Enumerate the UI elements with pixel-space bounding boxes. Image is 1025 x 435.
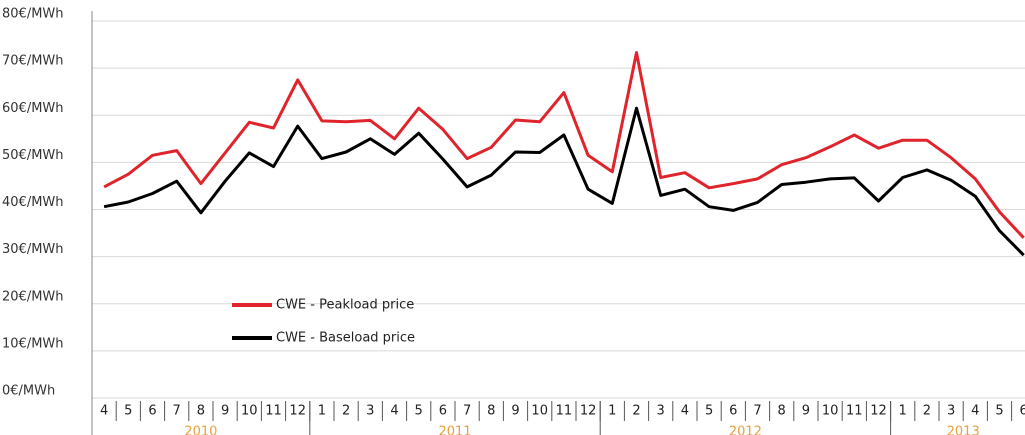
x-tick-label: 6 [148, 404, 156, 419]
x-tick-label: 2 [342, 404, 350, 419]
year-label: 2010 [184, 425, 217, 435]
year-label: 2011 [438, 425, 471, 435]
x-tick-label: 2 [923, 404, 931, 419]
x-tick-label: 6 [439, 404, 447, 419]
x-tick-label: 11 [556, 404, 573, 419]
x-tick-label: 4 [100, 404, 108, 419]
x-tick-label: 11 [265, 404, 282, 419]
x-tick-label: 3 [657, 404, 665, 419]
x-tick-label: 8 [197, 404, 205, 419]
y-tick-label: 30€/MWh [2, 242, 64, 257]
x-tick-label: 4 [390, 404, 398, 419]
x-tick-label: 11 [846, 404, 863, 419]
x-tick-label: 9 [221, 404, 229, 419]
x-tick-label: 1 [899, 404, 907, 419]
x-tick-label: 10 [241, 404, 258, 419]
y-tick-label: 60€/MWh [2, 101, 64, 116]
x-tick-label: 7 [753, 404, 761, 419]
year-label: 2013 [947, 425, 980, 435]
x-tick-label: 8 [487, 404, 495, 419]
x-tick-label: 12 [580, 404, 597, 419]
legend-label: CWE - Peakload price [276, 298, 414, 313]
x-tick-label: 2 [632, 404, 640, 419]
x-tick-label: 7 [173, 404, 181, 419]
y-tick-label: 10€/MWh [2, 336, 64, 351]
x-tick-label: 1 [318, 404, 326, 419]
year-label: 2012 [729, 425, 762, 435]
x-tick-label: 8 [778, 404, 786, 419]
x-tick-label: 12 [870, 404, 887, 419]
x-tick-label: 3 [366, 404, 374, 419]
y-tick-label: 80€/MWh [2, 7, 64, 22]
x-tick-label: 12 [289, 404, 306, 419]
x-tick-label: 5 [124, 404, 132, 419]
x-tick-label: 5 [415, 404, 423, 419]
series-line [103, 51, 1025, 239]
x-tick-label: 9 [802, 404, 810, 419]
x-tick-label: 5 [995, 404, 1003, 419]
x-tick-label: 4 [681, 404, 689, 419]
legend-label: CWE - Baseload price [276, 331, 415, 346]
series-line [103, 106, 1025, 257]
x-tick-label: 6 [1020, 404, 1025, 419]
x-tick-label: 6 [729, 404, 737, 419]
y-tick-label: 0€/MWh [2, 384, 55, 399]
x-tick-label: 10 [822, 404, 839, 419]
y-tick-label: 20€/MWh [2, 289, 64, 304]
y-tick-label: 70€/MWh [2, 54, 64, 69]
x-tick-label: 10 [531, 404, 548, 419]
x-tick-label: 1 [608, 404, 616, 419]
x-tick-label: 9 [511, 404, 519, 419]
x-tick-label: 5 [705, 404, 713, 419]
x-tick-label: 3 [947, 404, 955, 419]
y-tick-label: 40€/MWh [2, 195, 64, 210]
x-tick-label: 7 [463, 404, 471, 419]
x-tick-label: 4 [971, 404, 979, 419]
y-tick-label: 50€/MWh [2, 148, 64, 163]
